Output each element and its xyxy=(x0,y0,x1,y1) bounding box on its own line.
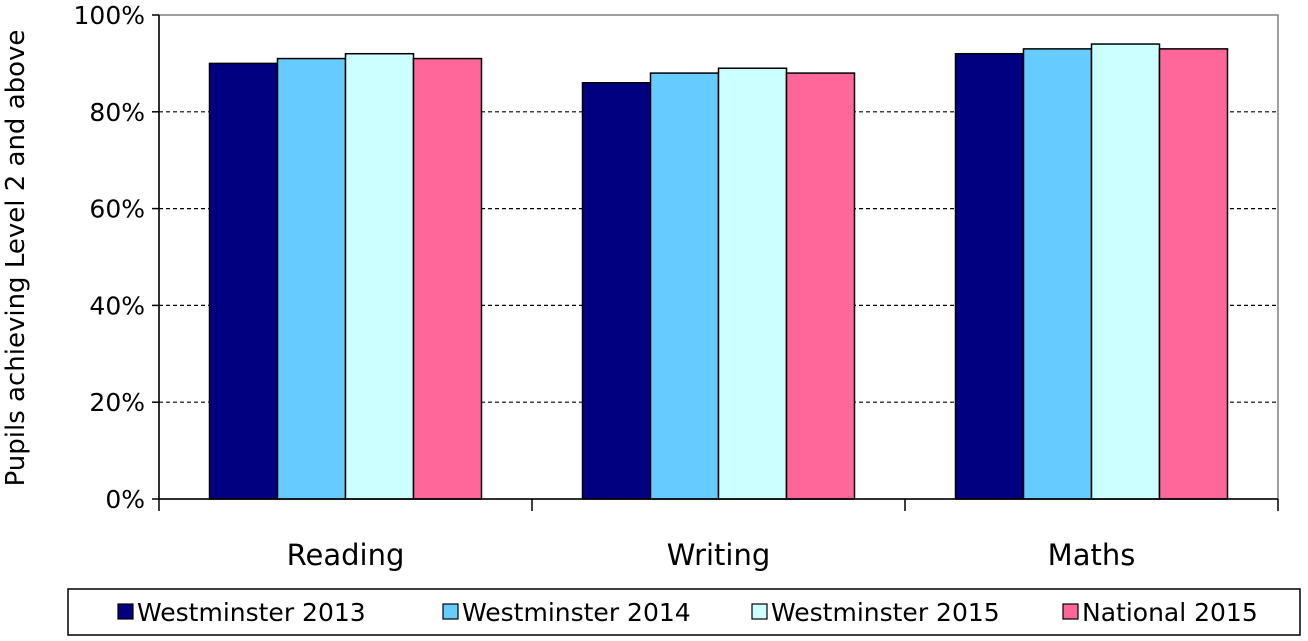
x-tick-label: Writing xyxy=(667,538,771,572)
bar-reading-westminster-2014 xyxy=(276,57,347,500)
legend-swatch xyxy=(1062,603,1079,620)
bar-maths-westminster-2013 xyxy=(954,52,1025,500)
y-axis-label: Pupils achieving Level 2 and above xyxy=(1,30,31,487)
bar-writing-westminster-2015 xyxy=(717,67,788,500)
bar-maths-westminster-2015 xyxy=(1090,43,1161,500)
y-tick-label: 20% xyxy=(89,388,145,417)
bars xyxy=(208,43,1229,500)
legend-swatch xyxy=(117,603,134,620)
x-tick-label: Maths xyxy=(1048,538,1136,572)
bar-maths-national-2015 xyxy=(1158,48,1229,500)
legend-label: Westminster 2014 xyxy=(462,598,691,627)
legend-label: Westminster 2015 xyxy=(771,598,1000,627)
axes: 0% 20% 40% 60% 80% 100% Reading Writing Maths xyxy=(74,1,1279,572)
y-tick-label: 0% xyxy=(105,485,145,514)
legend-label: Westminster 2013 xyxy=(137,598,366,627)
bar-writing-westminster-2013 xyxy=(581,82,652,500)
x-tick-label: Reading xyxy=(287,538,405,572)
y-tick-label: 100% xyxy=(74,1,145,30)
legend-box xyxy=(67,588,1301,636)
bar-writing-national-2015 xyxy=(785,72,856,500)
legend-label: National 2015 xyxy=(1082,598,1258,627)
y-tick-label: 60% xyxy=(89,195,145,224)
bar-writing-westminster-2014 xyxy=(649,72,720,500)
y-tick-label: 40% xyxy=(89,291,145,320)
bar-maths-westminster-2014 xyxy=(1022,48,1093,500)
legend: Westminster 2013 Westminster 2014 Westmins… xyxy=(67,588,1301,636)
bar-reading-westminster-2015 xyxy=(344,52,415,500)
bar-reading-westminster-2013 xyxy=(208,62,279,500)
legend-swatch xyxy=(751,603,768,620)
bar-reading-national-2015 xyxy=(412,57,483,500)
y-tick-label: 80% xyxy=(89,98,145,127)
legend-swatch xyxy=(442,603,459,620)
